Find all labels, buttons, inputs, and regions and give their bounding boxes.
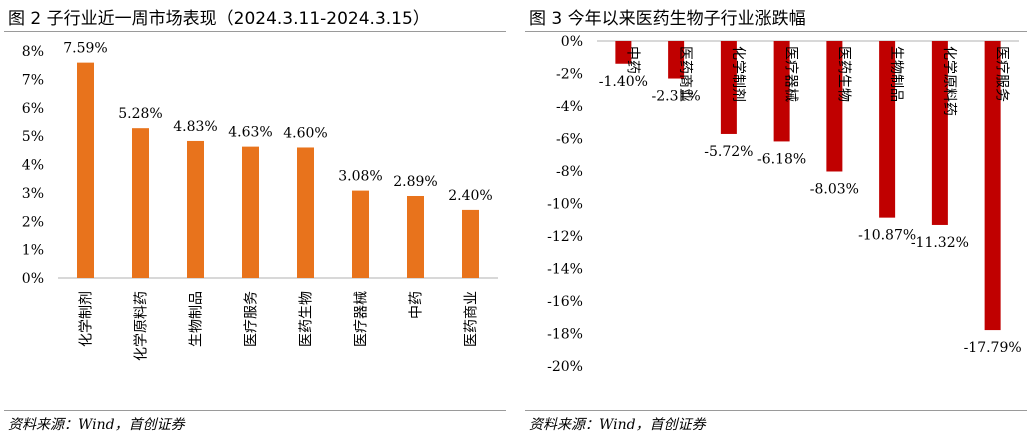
left-data-label: 3.08% [338,169,382,185]
left-source-divider [4,410,506,411]
left-category-label: 化学制剂 [79,291,95,347]
left-category-label: 医疗器械 [354,291,370,347]
right-bar [615,41,632,64]
right-y-tick-label: -18% [547,327,583,343]
right-bar [720,41,737,134]
left-title-divider [4,31,506,32]
left-chart-panel: 图 2 子行业近一周市场表现（2024.3.11-2024.3.15） 0% 1%… [0,0,510,440]
left-bar [297,147,314,278]
left-category-label: 医药生物 [299,291,315,347]
right-category-label: 化学原料药 [941,46,957,116]
left-y-tick-label: 5% [22,129,44,145]
left-bar [242,146,259,278]
right-data-label: -8.03% [810,181,859,197]
right-data-label: -6.18% [757,151,806,167]
right-y-tick-label: -20% [547,359,583,375]
right-data-label: -10.87% [858,228,916,244]
left-y-tick-label: 4% [22,158,44,174]
right-y-tick-label: -2% [556,67,583,83]
right-bar [668,41,685,79]
left-y-tick-label: 0% [22,271,44,287]
left-bar [352,190,369,278]
right-y-tick-label: -8% [556,164,583,180]
right-y-tick-label: -4% [556,99,583,115]
left-bar [77,62,94,278]
right-y-tick-label: -10% [547,197,583,213]
left-source-note: 资料来源：Wind，首创证券 [8,417,185,433]
right-y-tick-label: -16% [547,294,583,310]
left-bar-chart: 0% 1% 2% 3% 4% 5% 6% 7% 8% 7.59% 化学制剂 5.28% 化学原料药 4.8… [22,41,498,361]
left-category-label: 化学原料药 [134,291,150,361]
right-bar [773,41,790,142]
left-y-tick-label: 2% [22,214,44,230]
right-source-divider [525,410,1027,411]
left-category-label: 生物制品 [189,291,205,347]
left-y-tick-label: 7% [22,72,44,88]
right-category-label: 生物制品 [888,46,904,102]
right-category-label: 医药商业 [677,46,693,102]
left-bar [407,195,424,278]
left-data-label: 7.59% [63,41,107,57]
right-data-label: -2.31% [652,89,701,105]
right-data-label: -1.40% [599,74,648,90]
left-bar [462,209,479,278]
right-y-tick-label: -12% [547,229,583,245]
left-bar [187,140,204,278]
right-source-note: 资料来源：Wind，首创证券 [529,417,706,433]
left-data-label: 2.40% [448,188,492,204]
left-data-label: 4.83% [173,119,217,135]
right-bar [879,41,896,218]
left-data-label: 5.28% [118,106,162,122]
right-category-label: 中药 [624,46,640,74]
left-data-label: 4.60% [283,125,327,141]
left-data-label: 4.63% [228,125,272,141]
right-category-label: 化学制剂 [730,46,746,102]
left-data-label: 2.89% [393,174,437,190]
left-y-tick-label: 8% [22,44,44,60]
right-category-label: 医药生物 [835,46,851,102]
right-bar [826,41,843,172]
left-category-label: 医药商业 [464,291,480,347]
right-category-label: 医疗器械 [783,46,799,102]
left-bar [132,128,149,278]
right-bar [931,41,948,225]
right-chart-panel: 图 3 今年以来医药生物子行业涨跌幅 0% -2% -4% -6% -8% -10% -12… [521,0,1031,440]
left-y-tick-label: 6% [22,101,44,117]
left-category-label: 医疗服务 [244,291,260,347]
right-data-label: -5.72% [704,144,753,160]
right-chart-title: 图 3 今年以来医药生物子行业涨跌幅 [529,9,806,29]
right-y-tick-label: -14% [547,262,583,278]
right-y-tick-label: 0% [561,34,583,50]
left-chart-title: 图 2 子行业近一周市场表现（2024.3.11-2024.3.15） [8,9,430,29]
right-bar [984,41,1001,331]
left-y-tick-label: 3% [22,186,44,202]
right-data-label: -17.79% [964,340,1022,356]
right-title-divider [525,31,1027,32]
left-category-label: 中药 [409,291,425,319]
left-y-tick-label: 1% [22,243,44,259]
right-bar-chart: 0% -2% -4% -6% -8% -10% -12% -14% -16% -18% -20% 中药… [547,34,1022,375]
right-category-label: 医疗服务 [994,46,1010,102]
right-y-tick-label: -6% [556,132,583,148]
right-data-label: -11.32% [911,235,969,251]
